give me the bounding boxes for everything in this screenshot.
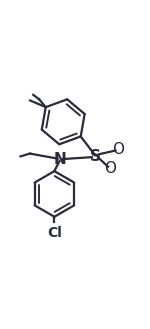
Text: O: O xyxy=(104,161,116,176)
Text: Cl: Cl xyxy=(47,226,62,240)
Text: N: N xyxy=(54,152,67,167)
Text: S: S xyxy=(90,149,101,164)
Text: O: O xyxy=(112,141,124,157)
